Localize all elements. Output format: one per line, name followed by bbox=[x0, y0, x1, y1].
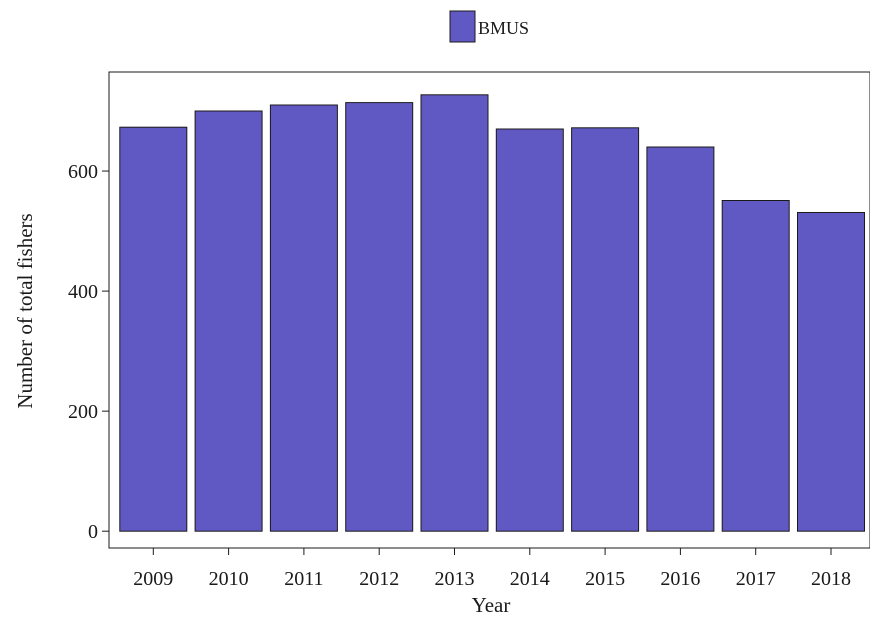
bar-2010 bbox=[194, 110, 263, 532]
legend: BMUS bbox=[449, 10, 529, 43]
y-tick-label: 600 bbox=[68, 161, 98, 183]
x-axis-title: Year bbox=[472, 593, 511, 617]
y-axis-title: Number of total fishers bbox=[13, 213, 37, 408]
bar-2014 bbox=[495, 128, 564, 532]
x-tick-label-2016: 2016 bbox=[660, 568, 700, 590]
bar-2009 bbox=[119, 126, 188, 532]
x-tick-label-2011: 2011 bbox=[284, 568, 323, 590]
bar-2012 bbox=[345, 102, 414, 532]
y-tick-label: 0 bbox=[88, 521, 98, 543]
legend-label-bmus: BMUS bbox=[478, 18, 529, 38]
x-tick-label-2018: 2018 bbox=[811, 568, 851, 590]
x-tick-label-2013: 2013 bbox=[435, 568, 475, 590]
x-axis: 2009 2010 2011 2012 2013 2014 2015 2016 2017 2018 bbox=[133, 548, 851, 590]
x-tick-label-2012: 2012 bbox=[359, 568, 399, 590]
bar-2013 bbox=[420, 94, 489, 532]
legend-swatch-bmus bbox=[449, 10, 476, 43]
x-tick-label-2015: 2015 bbox=[585, 568, 625, 590]
bar-2017 bbox=[721, 200, 790, 532]
bar-series-bmus bbox=[119, 94, 865, 532]
x-tick-label-2014: 2014 bbox=[510, 568, 550, 590]
bar-2018 bbox=[797, 212, 865, 532]
x-tick-label-2009: 2009 bbox=[133, 568, 173, 590]
y-tick-label: 400 bbox=[68, 281, 98, 303]
x-tick-label-2010: 2010 bbox=[209, 568, 249, 590]
bar-2016 bbox=[646, 146, 715, 532]
y-tick-label: 200 bbox=[68, 401, 98, 423]
y-axis: 0 200 400 600 bbox=[68, 161, 109, 543]
bar-2015 bbox=[571, 127, 640, 532]
x-tick-label-2017: 2017 bbox=[736, 568, 776, 590]
bar-2011 bbox=[269, 104, 338, 532]
